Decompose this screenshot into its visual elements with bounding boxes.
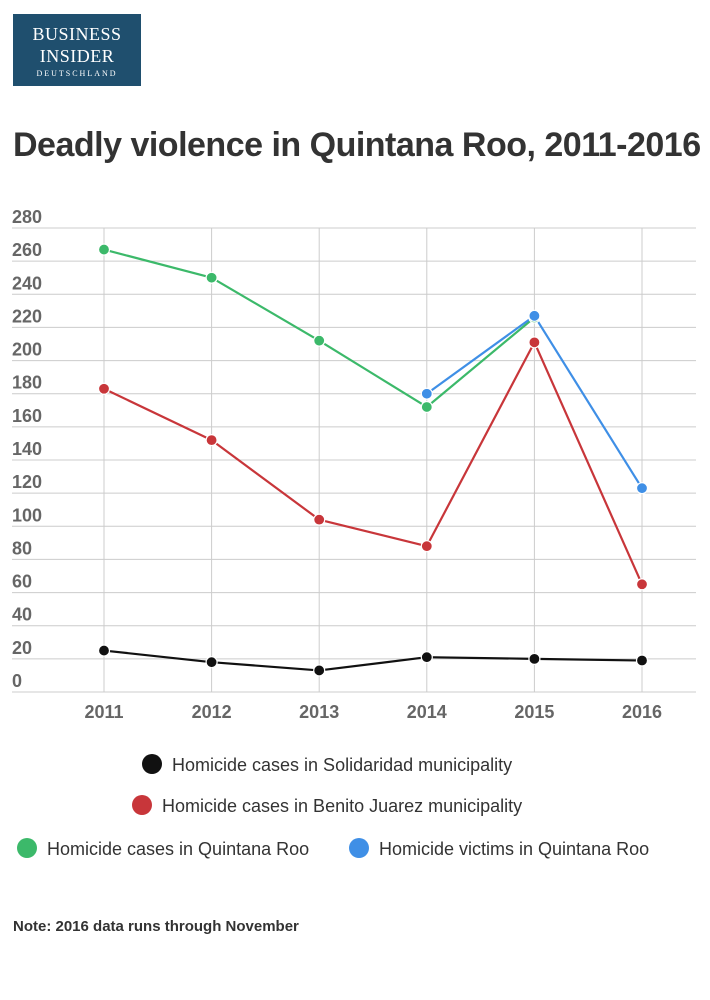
point-benito-juarez-2012 (205, 434, 218, 447)
point-solidaridad-2014 (420, 651, 433, 664)
y-tick-240: 240 (12, 273, 42, 293)
point-benito-juarez-2016 (635, 578, 649, 591)
x-axis-ticks: 2011 2012 2013 2014 2015 2016 (84, 702, 662, 720)
point-qr-cases-2012 (205, 271, 218, 284)
legend-label-qr-victims: Homicide victims in Quintana Roo (379, 839, 650, 859)
y-tick-280: 280 (12, 207, 42, 227)
y-tick-80: 80 (12, 538, 32, 558)
series-points (97, 243, 649, 677)
y-tick-260: 260 (12, 240, 42, 260)
point-solidaridad-2011 (97, 644, 111, 657)
y-tick-160: 160 (12, 406, 42, 426)
footnote: Note: 2016 data runs through November (13, 918, 299, 935)
point-solidaridad-2012 (205, 656, 218, 669)
y-tick-40: 40 (12, 605, 32, 625)
business-insider-logo: BUSINESS INSIDER DEUTSCHLAND (13, 14, 141, 86)
point-solidaridad-2016 (635, 654, 649, 667)
chart-title: Deadly violence in Quintana Roo, 2011-20… (13, 126, 701, 164)
y-tick-200: 200 (12, 340, 42, 360)
y-tick-220: 220 (12, 306, 42, 326)
y-tick-0: 0 (12, 671, 22, 691)
point-benito-juarez-2011 (97, 382, 111, 395)
point-solidaridad-2013 (313, 664, 326, 677)
legend-marker-benito-juarez (132, 795, 152, 816)
legend-item-solidaridad: Homicide cases in Solidaridad municipali… (142, 754, 513, 776)
point-solidaridad-2015 (528, 652, 541, 665)
point-benito-juarez-2013 (313, 513, 326, 526)
legend-item-benito-juarez: Homicide cases in Benito Juarez municipa… (132, 795, 523, 817)
series-line-benito-juarez (103, 341, 644, 585)
legend-label-benito-juarez: Homicide cases in Benito Juarez municipa… (162, 796, 523, 816)
x-tick-2016: 2016 (622, 702, 662, 720)
x-tick-2015: 2015 (514, 702, 554, 720)
y-tick-120: 120 (12, 472, 42, 492)
y-tick-100: 100 (12, 505, 42, 525)
y-tick-60: 60 (12, 572, 32, 592)
point-qr-victims-2014 (420, 387, 433, 400)
point-qr-cases-2011 (97, 243, 111, 256)
chart-grid (12, 227, 696, 693)
x-tick-2013: 2013 (299, 702, 339, 720)
y-axis-ticks: 0 20 40 60 80 100 120 140 160 180 200 220 240 260 280 (12, 207, 42, 691)
x-tick-2012: 2012 (192, 702, 232, 720)
logo-line-2: INSIDER (39, 46, 115, 66)
point-qr-victims-2016 (635, 482, 649, 495)
legend-marker-qr-cases (17, 838, 37, 859)
logo-line-3: DEUTSCHLAND (36, 69, 118, 78)
legend-label-qr-cases: Homicide cases in Quintana Roo (47, 839, 310, 859)
logo-line-1: BUSINESS (32, 24, 122, 44)
y-tick-140: 140 (12, 439, 42, 459)
point-benito-juarez-2014 (420, 540, 433, 553)
legend-item-qr-cases: Homicide cases in Quintana Roo (17, 838, 310, 860)
x-tick-2011: 2011 (84, 702, 123, 720)
legend-item-qr-victims: Homicide victims in Quintana Roo (349, 838, 650, 860)
point-benito-juarez-2015 (528, 336, 541, 349)
point-qr-cases-2013 (313, 334, 326, 347)
legend-marker-solidaridad (142, 754, 162, 775)
x-tick-2014: 2014 (407, 702, 447, 720)
line-chart: 020406080100120140160180200220240260280 … (12, 207, 696, 720)
legend-marker-qr-victims (349, 838, 369, 859)
point-qr-victims-2015 (528, 309, 541, 322)
y-tick-180: 180 (12, 373, 42, 393)
y-tick-20: 20 (12, 638, 32, 658)
legend-label-solidaridad: Homicide cases in Solidaridad municipali… (172, 755, 513, 775)
point-qr-cases-2014 (420, 400, 433, 414)
series-line-solidaridad (103, 649, 643, 672)
